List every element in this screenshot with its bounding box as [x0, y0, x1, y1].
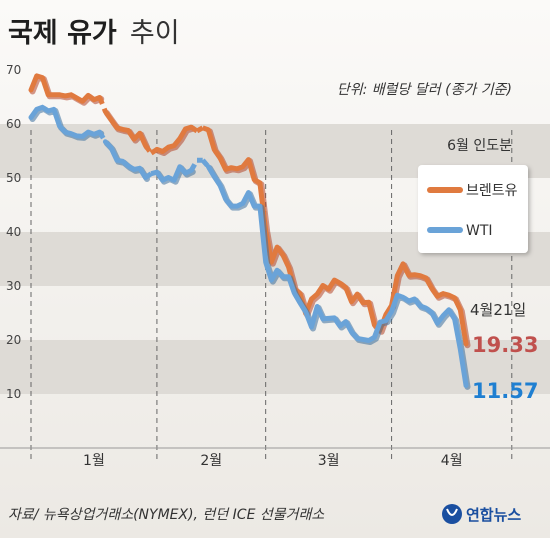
series-endpoint-wti — [463, 382, 469, 388]
chart-title: 국제 유가 추이 — [8, 18, 180, 49]
end-value-brent: 19.33 — [472, 333, 538, 357]
source-note: 자료/ 뉴욕상업거래소(NYMEX), 런던 ICE 선물거래소 — [8, 507, 324, 523]
legend-label-brent: 브렌트유 — [466, 183, 518, 199]
end-value-wti: 11.57 — [472, 379, 538, 403]
legend: 브렌트유 WTI — [418, 165, 528, 253]
y-tick-label: 40 — [6, 225, 21, 239]
unit-note: 단위: 배럴당 달러 (종가 기준) — [337, 82, 512, 98]
end-date-label: 4월21일 — [470, 301, 526, 319]
month-label: 4월 — [441, 453, 463, 469]
series-gap-brent — [97, 96, 210, 156]
series-lines — [28, 73, 471, 390]
legend-label-wti: WTI — [466, 223, 493, 239]
series-gap-wti — [97, 130, 211, 180]
y-tick-label: 70 — [6, 63, 21, 77]
month-label: 3월 — [318, 453, 340, 469]
brand-name: 연합뉴스 — [466, 506, 521, 524]
y-axis: 10 20 30 40 50 60 70 — [6, 63, 21, 401]
legend-box — [418, 165, 528, 253]
y-tick-label: 30 — [6, 279, 21, 293]
brand-logo: 연합뉴스 — [442, 504, 521, 524]
y-tick-label: 10 — [6, 387, 21, 401]
series-line-wti — [28, 104, 469, 388]
series-dash-links — [97, 96, 211, 180]
y-tick-label: 20 — [6, 333, 21, 347]
series-wti — [28, 104, 471, 390]
month-label: 2월 — [200, 453, 222, 469]
x-tick-labels: 1월 2월 3월 4월 — [83, 453, 463, 469]
delivery-month-note: 6월 인도분 — [447, 138, 512, 154]
y-tick-label: 50 — [6, 171, 21, 185]
month-label: 1월 — [83, 453, 105, 469]
series-endpoint-brent — [463, 341, 469, 347]
y-tick-label: 60 — [6, 117, 21, 131]
